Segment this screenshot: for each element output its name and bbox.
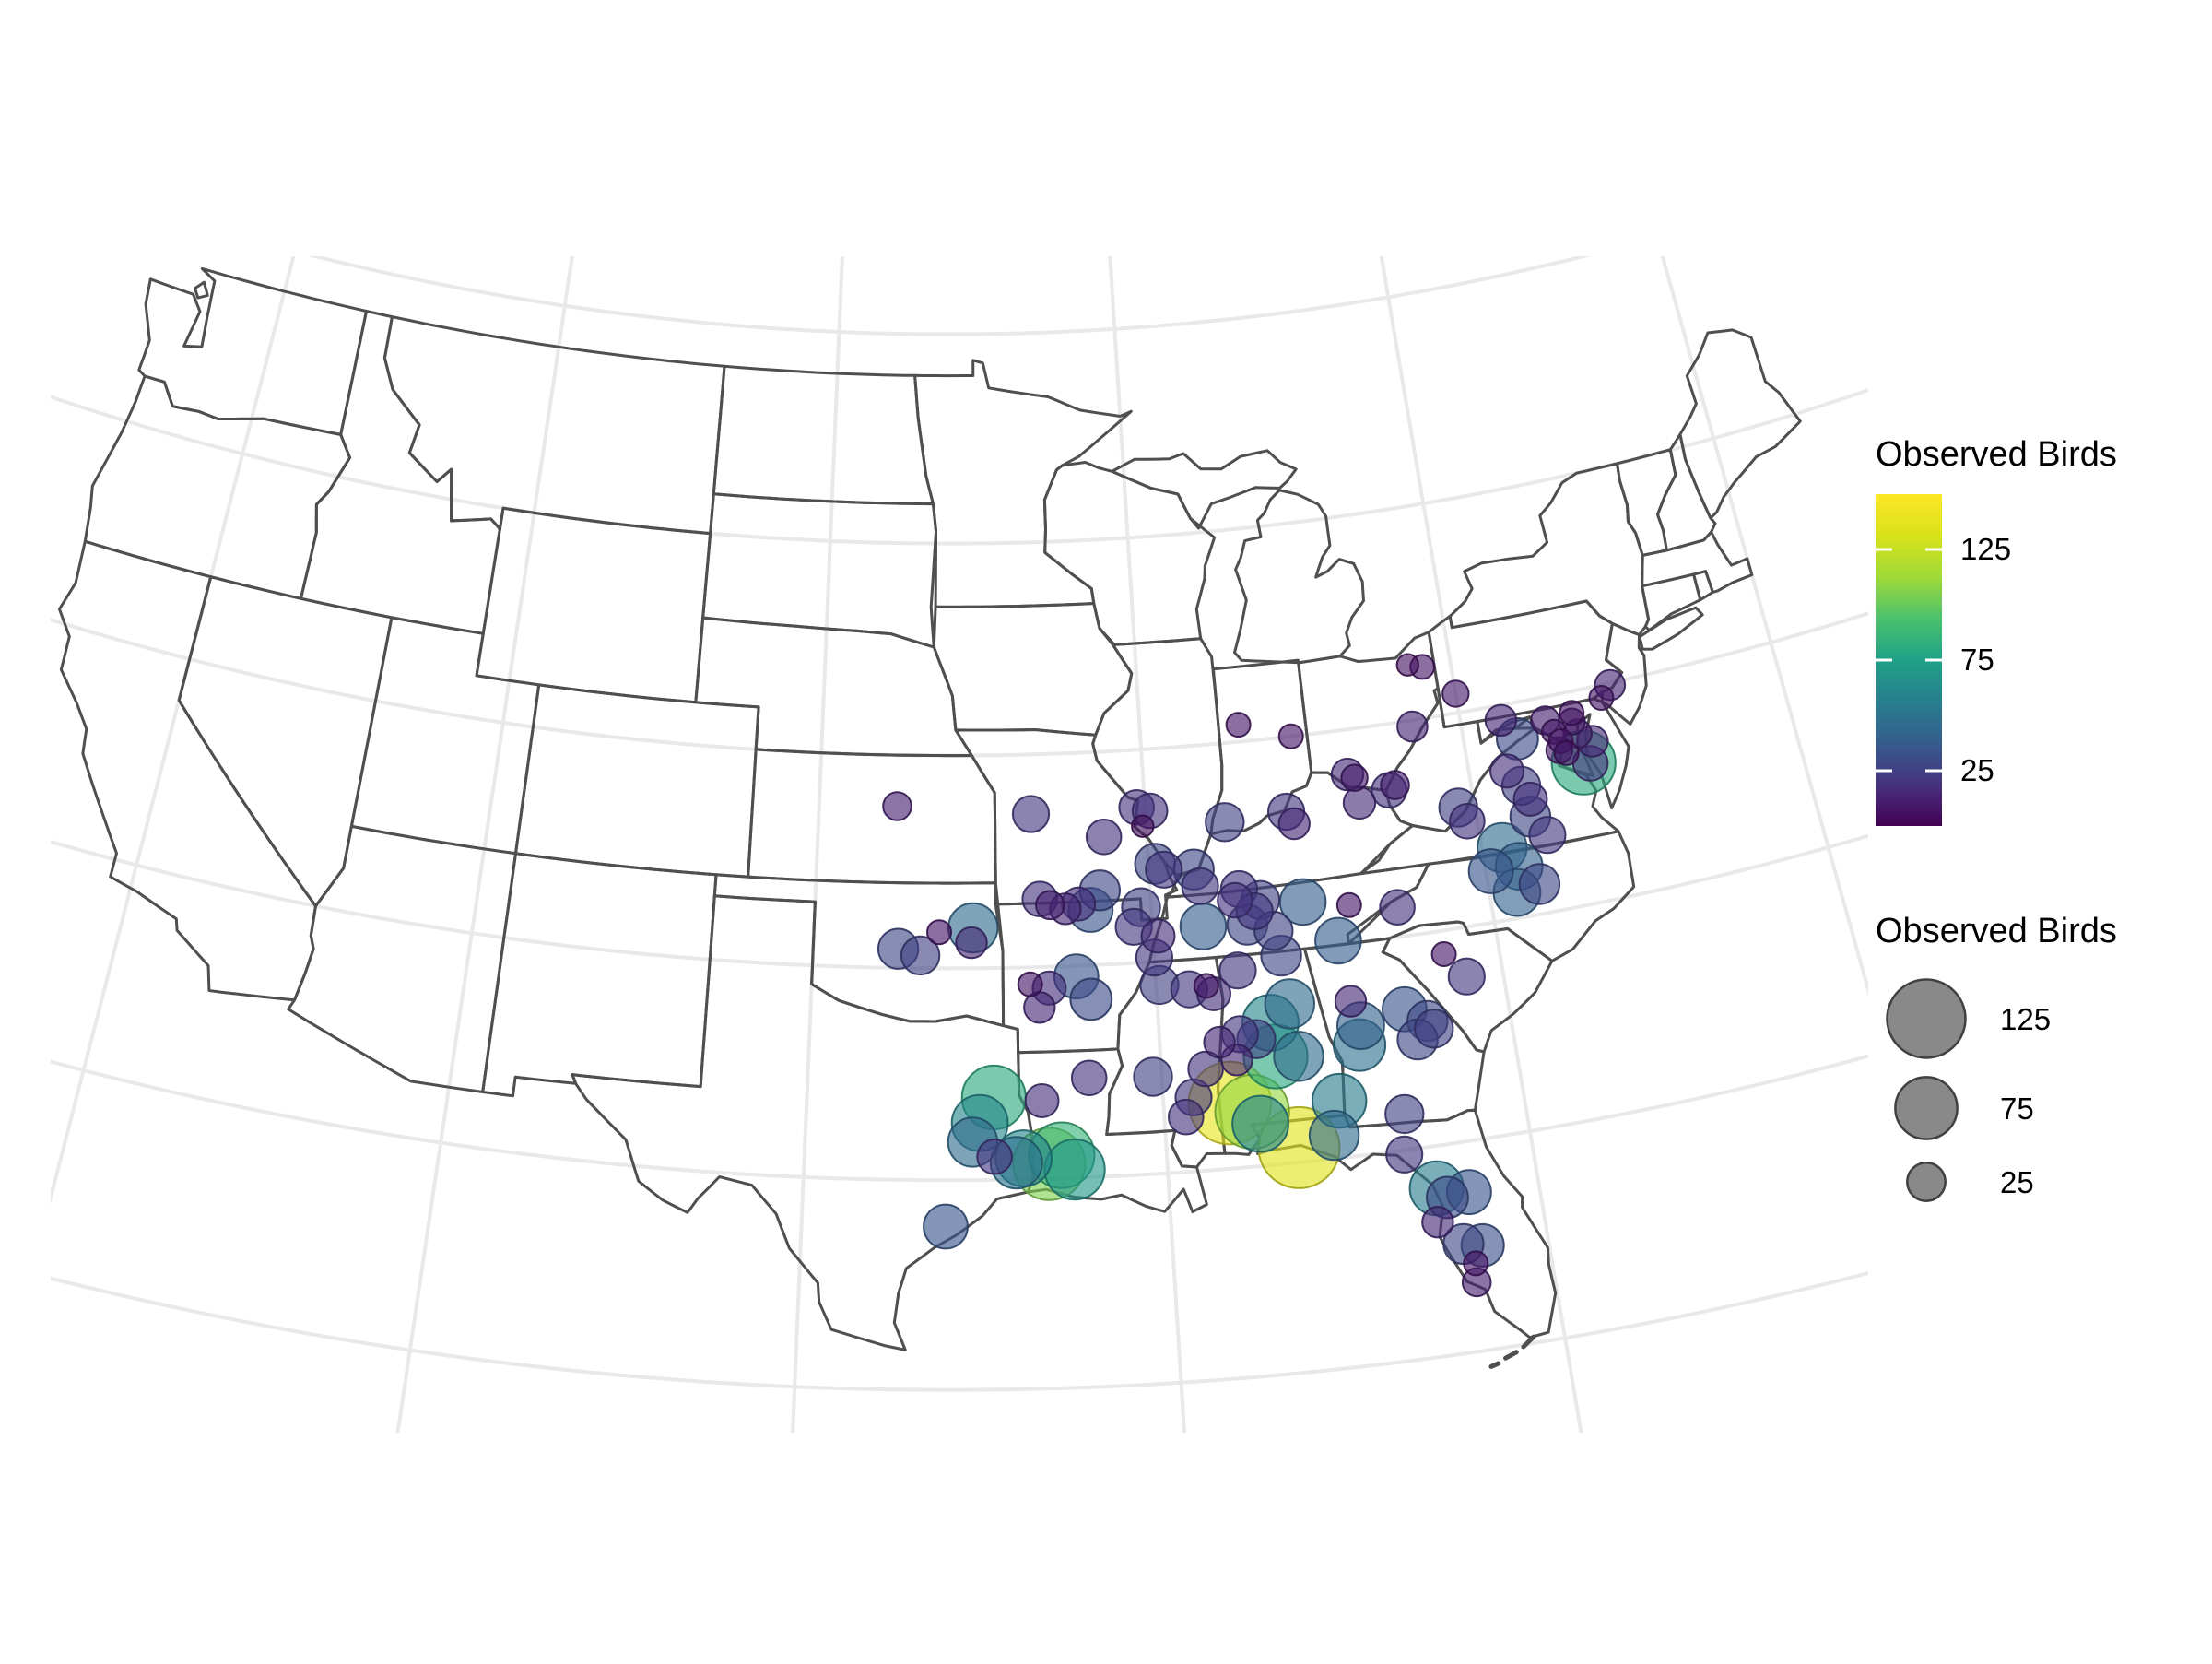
observation-point	[1140, 918, 1176, 954]
observation-point	[1447, 957, 1486, 996]
state-outline	[1110, 449, 1298, 530]
florida-keys	[1503, 1350, 1519, 1361]
observation-point	[1340, 763, 1369, 792]
size-legend-swatches	[1886, 978, 1967, 1202]
size-legend-swatch	[1894, 1076, 1959, 1140]
observation-point	[1273, 1031, 1324, 1082]
color-legend-tick-label: 125	[1960, 532, 2011, 566]
color-legend-title: Observed Birds	[1876, 435, 2117, 474]
observation-point	[1277, 807, 1311, 841]
observation-point	[1414, 1009, 1454, 1049]
observation-point	[1179, 903, 1228, 950]
observation-point	[1085, 819, 1123, 856]
observation-point	[1024, 1083, 1060, 1118]
observation-point	[1463, 1250, 1489, 1277]
observation-point	[1489, 753, 1524, 789]
observation-point	[1335, 891, 1362, 918]
observation-point	[1384, 1093, 1425, 1135]
observation-point	[1553, 739, 1580, 766]
observation-point	[1168, 1098, 1205, 1136]
observation-point	[1342, 785, 1377, 820]
observation-point	[1193, 973, 1219, 999]
observation-point	[1217, 881, 1253, 919]
state-outline	[1233, 489, 1365, 665]
observation-point	[1449, 803, 1486, 840]
florida-keys	[1488, 1361, 1501, 1369]
size-legend-swatch	[1906, 1162, 1947, 1202]
size-legend: Observed Birds 125 75 25	[1876, 912, 2117, 1202]
observation-point	[1069, 977, 1113, 1021]
observation-point	[1559, 700, 1585, 726]
size-legend-title: Observed Birds	[1876, 912, 2117, 950]
observation-point	[1518, 863, 1561, 905]
observation-point	[1395, 653, 1420, 677]
observation-point	[1070, 1059, 1108, 1097]
observation-point	[1512, 781, 1548, 817]
color-legend-tick-label: 25	[1960, 753, 1994, 787]
observation-point	[1314, 916, 1362, 965]
observation-points	[877, 653, 1627, 1298]
observation-point	[976, 1138, 1013, 1175]
observation-point	[1277, 723, 1304, 749]
state-borders	[58, 266, 1802, 1369]
state-outline	[571, 894, 1035, 1351]
observation-point	[1421, 1206, 1454, 1239]
observation-point	[1011, 795, 1051, 833]
observation-point	[1133, 1056, 1173, 1097]
observation-point	[1187, 1050, 1224, 1088]
color-legend-ticks	[1876, 548, 1942, 773]
graticule	[51, 256, 1868, 1433]
state-outline	[954, 728, 1179, 922]
observation-point	[1379, 889, 1416, 926]
observation-point	[1396, 710, 1429, 743]
observation-point	[1131, 814, 1155, 838]
observation-point	[1380, 770, 1410, 800]
color-legend: Observed Birds 125 75 25	[1876, 435, 2117, 826]
observation-point	[1484, 703, 1518, 737]
color-legend-tick-label: 75	[1960, 643, 1994, 677]
observation-point	[1385, 1135, 1424, 1174]
size-legend-swatch	[1886, 978, 1967, 1059]
observation-point	[1430, 941, 1457, 967]
observation-point	[1225, 712, 1252, 738]
state-outline	[287, 824, 517, 1093]
size-legend-label: 125	[2000, 1002, 2051, 1036]
observation-point	[1334, 985, 1368, 1018]
state-outline	[194, 280, 209, 300]
observation-point	[1035, 890, 1065, 921]
observation-point	[1588, 685, 1615, 711]
observation-point	[1181, 867, 1219, 905]
observation-point	[926, 919, 952, 946]
size-legend-label: 25	[2000, 1165, 2034, 1199]
observation-point	[1264, 978, 1316, 1030]
state-outline	[1678, 328, 1802, 520]
observation-point	[1231, 1094, 1289, 1153]
observation-point	[1017, 971, 1043, 997]
observation-point	[882, 791, 912, 821]
observation-point	[1308, 1109, 1360, 1162]
observation-point	[1203, 1025, 1236, 1059]
observation-point	[1528, 816, 1567, 855]
observation-point	[1145, 850, 1183, 889]
size-legend-label: 75	[2000, 1092, 2034, 1126]
observation-point	[1043, 1139, 1106, 1201]
observation-point	[1218, 951, 1257, 990]
florida-keys	[1521, 1334, 1536, 1350]
observation-point	[923, 1203, 969, 1250]
observation-point	[900, 935, 941, 976]
observation-point	[955, 926, 988, 960]
observation-point	[1467, 848, 1514, 894]
observation-point	[1205, 802, 1245, 843]
observation-point	[1441, 679, 1470, 708]
